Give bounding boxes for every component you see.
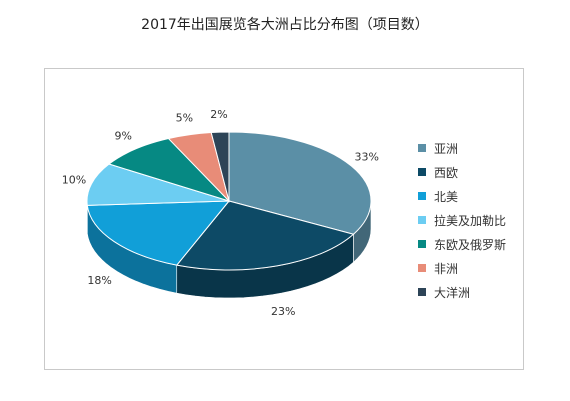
chart-title: 2017年出国展览各大洲占比分布图（项目数） — [141, 17, 429, 33]
legend-label-5: 非洲 — [434, 261, 459, 276]
pie-slice-2 — [86, 200, 231, 266]
legend-label-0: 亚洲 — [434, 141, 459, 156]
pie-slice-6 — [210, 131, 230, 202]
legend-item-2: 北美 — [418, 184, 506, 208]
pie-slice-4 — [108, 138, 230, 202]
legend-item-6: 大洋洲 — [418, 280, 506, 304]
pie-slice-3 — [86, 163, 230, 206]
legend-label-2: 北美 — [434, 189, 459, 204]
legend-item-4: 东欧及俄罗斯 — [418, 232, 506, 256]
legend-swatch-5 — [418, 264, 426, 272]
data-label-6: 2% — [210, 108, 227, 121]
pie-slice-0 — [228, 131, 372, 235]
legend-item-0: 亚洲 — [418, 136, 506, 160]
legend-swatch-3 — [418, 216, 426, 224]
legend-label-6: 大洋洲 — [434, 285, 471, 300]
data-label-2: 18% — [87, 274, 111, 287]
data-label-4: 9% — [114, 130, 131, 143]
data-label-0: 33% — [354, 151, 378, 164]
legend-item-3: 拉美及加勒比 — [418, 208, 506, 232]
legend-label-1: 西欧 — [434, 165, 459, 180]
legend: 亚洲西欧北美拉美及加勒比 东欧及俄罗斯 非洲大洋洲 — [418, 136, 506, 304]
chart-frame — [44, 68, 524, 370]
legend-label-4: 东欧及俄罗斯 — [434, 237, 507, 252]
legend-label-3: 拉美及加勒比 — [434, 213, 507, 228]
legend-item-5: 非洲 — [418, 256, 506, 280]
data-label-3: 10% — [62, 173, 86, 186]
legend-swatch-2 — [418, 192, 426, 200]
legend-swatch-0 — [418, 144, 426, 152]
pie-slice-1 — [175, 200, 355, 271]
legend-swatch-4 — [418, 240, 426, 248]
legend-swatch-6 — [418, 288, 426, 296]
legend-swatch-1 — [418, 168, 426, 176]
legend-item-1: 西欧 — [418, 160, 506, 184]
data-label-1: 23% — [271, 305, 295, 318]
data-label-5: 5% — [176, 112, 193, 125]
